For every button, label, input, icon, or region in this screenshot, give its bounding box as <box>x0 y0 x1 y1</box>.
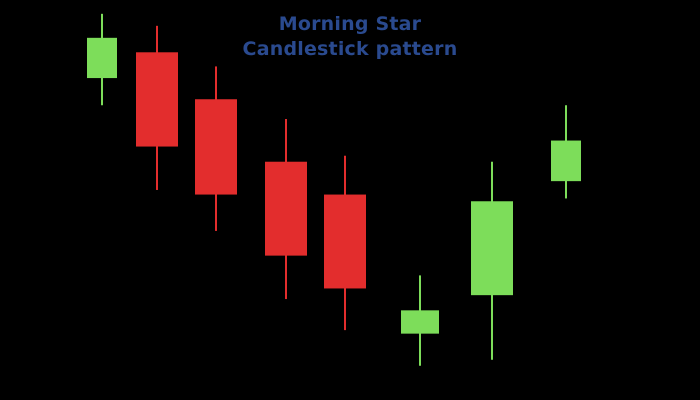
candle-3-body <box>195 99 237 195</box>
candle-7-body <box>471 201 513 296</box>
chart-title-block: Morning Star Candlestick pattern <box>0 12 700 62</box>
candle-1 <box>87 13 117 106</box>
candle-7 <box>471 161 513 360</box>
candle-1-body <box>87 37 117 79</box>
candle-5 <box>324 155 366 331</box>
candle-4 <box>265 119 307 300</box>
candle-8 <box>551 105 581 199</box>
candle-4-body <box>265 161 307 256</box>
candle-6 <box>401 275 439 366</box>
chart-subtitle: Candlestick pattern <box>242 38 458 60</box>
candle-2-body <box>136 52 178 147</box>
chart-title: Morning Star <box>278 13 422 35</box>
candle-6-body <box>401 310 439 334</box>
candle-2 <box>136 25 178 190</box>
candle-3 <box>195 66 237 231</box>
candle-8-body <box>551 140 581 182</box>
candle-5-body <box>324 194 366 289</box>
